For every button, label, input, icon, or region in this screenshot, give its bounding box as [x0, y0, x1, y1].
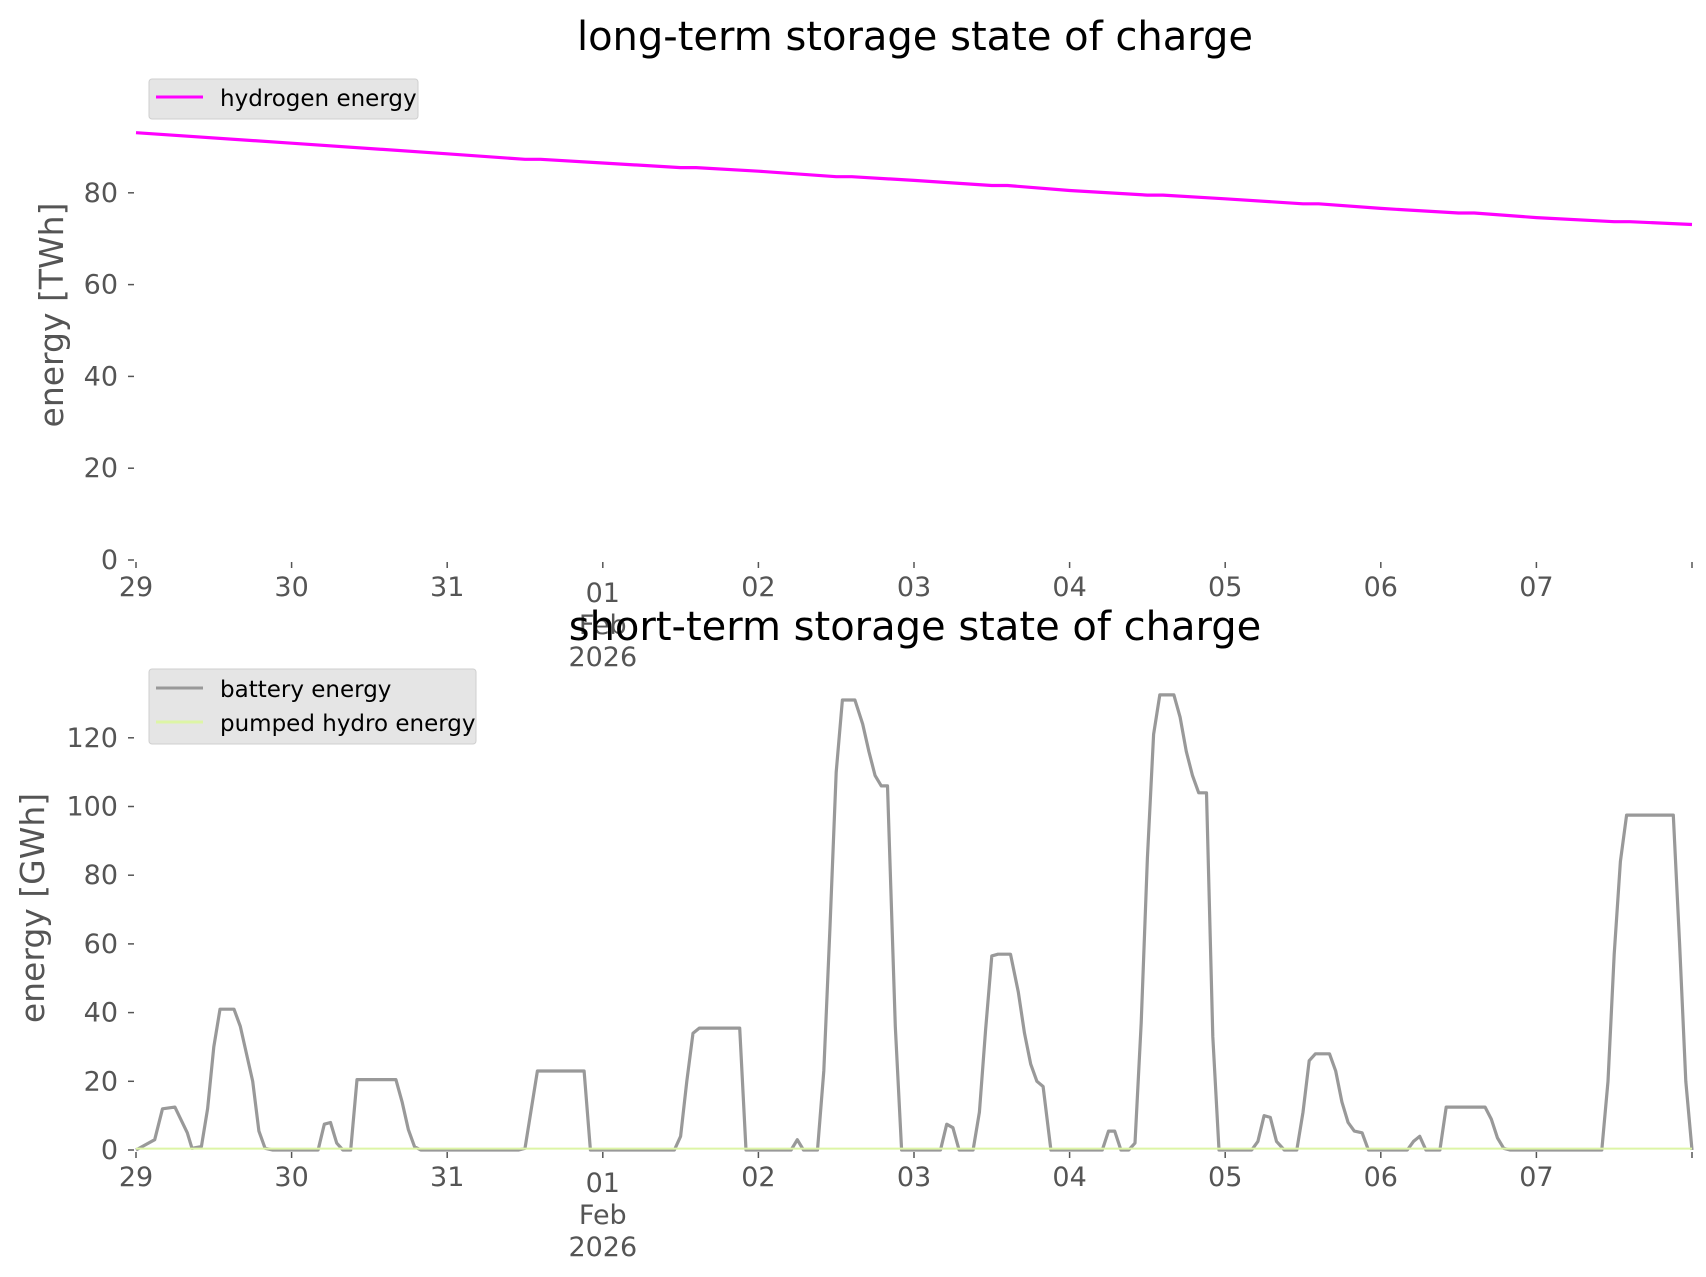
- series-line-hydrogen-energy: [135, 131, 1693, 227]
- x-tick-label: 01: [586, 1168, 620, 1199]
- x-tick-label: 02: [741, 1162, 775, 1193]
- plot-area: [135, 693, 1694, 1152]
- y-tick-label: 80: [84, 178, 118, 209]
- y-tick-label: 60: [84, 929, 118, 960]
- x-tick-label: 03: [897, 572, 931, 603]
- series-line-battery-energy: [135, 693, 1694, 1152]
- y-tick-label: 80: [84, 860, 118, 891]
- x-tick-label: 04: [1052, 572, 1086, 603]
- legend-label: hydrogen energy: [220, 86, 417, 112]
- x-tick-label: 05: [1208, 572, 1242, 603]
- x-tick-sublabel: Feb: [579, 1200, 627, 1231]
- legend: hydrogen energy: [148, 78, 419, 120]
- x-tick-label: 06: [1364, 572, 1398, 603]
- chart-long-term: long-term storage state of charge energy…: [32, 14, 1693, 673]
- y-tick-label: 100: [66, 791, 118, 822]
- x-tick-label: 02: [741, 572, 775, 603]
- y-tick-label: 20: [84, 453, 118, 484]
- x-tick-label: 31: [430, 1162, 464, 1193]
- chart-short-term: short-term storage state of charge energ…: [13, 604, 1694, 1263]
- x-tick-label: 29: [119, 572, 153, 603]
- x-tick-sublabel: 2026: [568, 1232, 637, 1263]
- y-axis-label: energy [GWh]: [13, 793, 52, 1023]
- x-tick-label: 05: [1208, 1162, 1242, 1193]
- x-tick-label: 07: [1519, 1162, 1553, 1193]
- y-tick-label: 0: [101, 1135, 118, 1166]
- y-ticks: 0 20 40 60 80 100 120: [66, 723, 134, 1166]
- legend-label: pumped hydro energy: [220, 711, 476, 737]
- x-tick-label: 01: [586, 578, 620, 609]
- y-axis-label: energy [TWh]: [32, 203, 71, 428]
- x-tick-label: 06: [1364, 1162, 1398, 1193]
- x-tick-label: 30: [274, 572, 308, 603]
- legend-label: battery energy: [220, 677, 391, 703]
- chart-title: short-term storage state of charge: [569, 604, 1262, 650]
- chart-title: long-term storage state of charge: [577, 14, 1253, 60]
- legend-box: [148, 668, 477, 745]
- x-tick-label: 30: [274, 1162, 308, 1193]
- legend-box: [148, 78, 419, 120]
- x-tick-sublabel: 2026: [568, 642, 637, 673]
- y-tick-label: 40: [84, 361, 118, 392]
- x-tick-label: 31: [430, 572, 464, 603]
- legend: battery energy pumped hydro energy: [148, 668, 477, 745]
- y-tick-label: 60: [84, 270, 118, 301]
- y-tick-label: 0: [101, 545, 118, 576]
- x-tick-label: 04: [1052, 1162, 1086, 1193]
- x-tick-sublabel: Feb: [579, 610, 627, 641]
- y-tick-label: 20: [84, 1066, 118, 1097]
- y-ticks: 0 20 40 60 80: [84, 178, 134, 576]
- x-tick-label: 29: [119, 1162, 153, 1193]
- plot-area: [135, 131, 1693, 227]
- y-tick-label: 120: [66, 723, 118, 754]
- x-tick-label: 07: [1519, 572, 1553, 603]
- x-tick-label: 03: [897, 1162, 931, 1193]
- y-tick-label: 40: [84, 998, 118, 1029]
